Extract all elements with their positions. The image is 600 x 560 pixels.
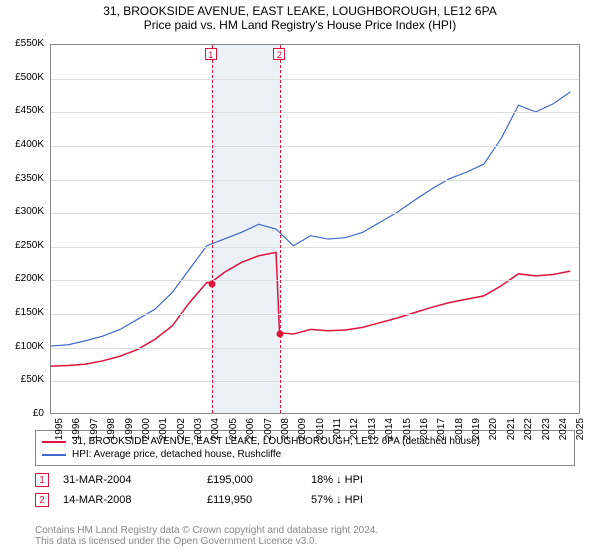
x-axis-label: 2024 [558,418,569,446]
x-axis-label: 2017 [436,418,447,446]
line-hpi [51,92,570,346]
x-axis-label: 2011 [332,418,343,446]
x-axis-label: 2007 [263,418,274,446]
annotation-date: 14-MAR-2008 [63,494,193,506]
x-axis-label: 2001 [158,418,169,446]
x-axis-label: 2002 [176,418,187,446]
x-axis-label: 2020 [488,418,499,446]
legend-item: HPI: Average price, detached house, Rush… [42,448,568,461]
x-axis-label: 1999 [124,418,135,446]
gridline [51,112,579,113]
x-axis-label: 2005 [228,418,239,446]
x-axis-label: 2023 [541,418,552,446]
chart-title: 31, BROOKSIDE AVENUE, EAST LEAKE, LOUGHB… [0,0,600,18]
y-axis-label: £100K [0,341,44,352]
legend-label: HPI: Average price, detached house, Rush… [72,449,281,460]
x-axis-label: 2013 [367,418,378,446]
annotation-pct: 57% ↓ HPI [311,494,411,506]
x-axis-label: 2009 [297,418,308,446]
x-axis-label: 2006 [245,418,256,446]
y-axis-label: £0 [0,408,44,419]
x-axis-label: 2025 [575,418,586,446]
x-axis-label: 2022 [523,418,534,446]
x-axis-label: 2016 [419,418,430,446]
event-marker: 1 [205,48,217,60]
gridline [51,381,579,382]
gridline [51,146,579,147]
x-axis-label: 2021 [506,418,517,446]
gridline [51,280,579,281]
event-dot [208,280,215,287]
legend-swatch [42,454,66,456]
line-property [51,252,570,366]
x-axis-label: 1995 [54,418,65,446]
x-axis-label: 2004 [210,418,221,446]
annotation-price: £195,000 [207,474,297,486]
annotation-pct: 18% ↓ HPI [311,474,411,486]
y-axis-label: £550K [0,38,44,49]
x-axis-label: 2003 [193,418,204,446]
footer-line1: Contains HM Land Registry data © Crown c… [35,525,378,536]
annotation-price: £119,950 [207,494,297,506]
annotation-marker: 2 [35,493,49,507]
event-vline [212,45,213,413]
x-axis-label: 1997 [89,418,100,446]
x-axis-label: 1998 [106,418,117,446]
x-axis-label: 2018 [454,418,465,446]
y-axis-label: £450K [0,105,44,116]
y-axis-label: £150K [0,307,44,318]
chart-subtitle: Price paid vs. HM Land Registry's House … [0,18,600,36]
annotation-marker: 1 [35,473,49,487]
x-axis-label: 2000 [141,418,152,446]
x-axis-label: 2015 [402,418,413,446]
y-axis-label: £400K [0,139,44,150]
gridline [51,314,579,315]
x-axis-label: 2008 [280,418,291,446]
footer-line2: This data is licensed under the Open Gov… [35,536,378,547]
event-dot [277,331,284,338]
gridline [51,79,579,80]
event-vline [280,45,281,413]
footer-text: Contains HM Land Registry data © Crown c… [35,525,378,547]
x-axis-label: 2012 [349,418,360,446]
y-axis-label: £250K [0,240,44,251]
gridline [51,247,579,248]
gridline [51,348,579,349]
plot-svg [51,45,579,413]
y-axis-label: £50K [0,374,44,385]
x-axis-label: 2010 [315,418,326,446]
x-axis-label: 2014 [384,418,395,446]
gridline [51,213,579,214]
gridline [51,180,579,181]
x-axis-label: 1996 [71,418,82,446]
y-axis-label: £200K [0,273,44,284]
x-axis-label: 2019 [471,418,482,446]
annotation-row: 1 31-MAR-2004 £195,000 18% ↓ HPI [35,470,411,490]
event-marker: 2 [273,48,285,60]
annotation-date: 31-MAR-2004 [63,474,193,486]
y-axis-label: £350K [0,173,44,184]
y-axis-label: £500K [0,72,44,83]
chart-plot-area [50,44,580,414]
annotations-table: 1 31-MAR-2004 £195,000 18% ↓ HPI 2 14-MAR-200… [35,470,411,510]
annotation-row: 2 14-MAR-2008 £119,950 57% ↓ HPI [35,490,411,510]
y-axis-label: £300K [0,206,44,217]
